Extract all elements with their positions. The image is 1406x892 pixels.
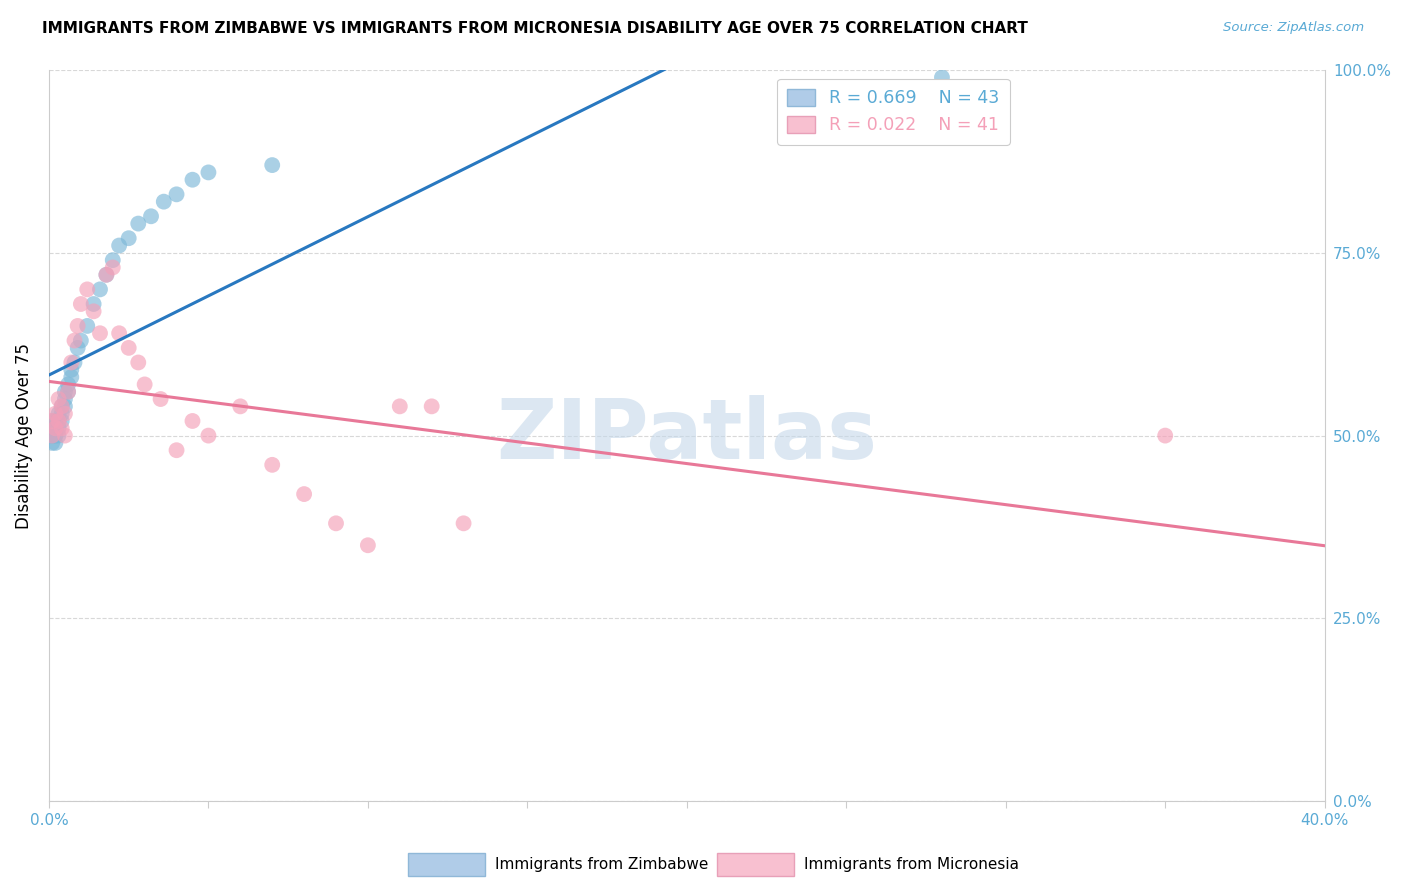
Point <box>51 407 73 421</box>
Point <box>48 414 70 428</box>
Point <box>53 384 76 399</box>
Point <box>931 70 953 85</box>
Point <box>388 400 411 414</box>
Point <box>357 538 380 552</box>
Point <box>127 217 149 231</box>
Point <box>44 407 66 421</box>
Point <box>41 436 63 450</box>
Point <box>76 282 98 296</box>
Point <box>70 297 93 311</box>
Point <box>453 516 475 531</box>
Point <box>44 428 66 442</box>
Point <box>134 377 156 392</box>
Text: ZIPatlas: ZIPatlas <box>496 395 877 476</box>
Point <box>89 282 111 296</box>
Point <box>83 297 105 311</box>
Point <box>51 414 73 428</box>
Legend: R = 0.669    N = 43, R = 0.022    N = 41: R = 0.669 N = 43, R = 0.022 N = 41 <box>778 78 1010 145</box>
Point <box>420 400 443 414</box>
Text: IMMIGRANTS FROM ZIMBABWE VS IMMIGRANTS FROM MICRONESIA DISABILITY AGE OVER 75 CO: IMMIGRANTS FROM ZIMBABWE VS IMMIGRANTS F… <box>42 21 1028 37</box>
Point <box>48 392 70 406</box>
Point <box>60 355 83 369</box>
Point <box>60 370 83 384</box>
Point <box>66 318 89 333</box>
Point <box>292 487 315 501</box>
Point <box>127 355 149 369</box>
Point <box>63 355 86 369</box>
Point <box>96 268 118 282</box>
Point <box>41 428 63 442</box>
Point <box>63 334 86 348</box>
Point <box>96 268 118 282</box>
Point <box>70 334 93 348</box>
Point <box>181 172 204 186</box>
Point <box>48 421 70 435</box>
Point <box>53 428 76 442</box>
Point <box>229 400 252 414</box>
Point <box>41 421 63 435</box>
Point <box>139 209 162 223</box>
Point <box>76 318 98 333</box>
Point <box>101 253 124 268</box>
Point <box>118 341 141 355</box>
Point <box>51 400 73 414</box>
Point <box>60 363 83 377</box>
Point <box>66 341 89 355</box>
Point <box>325 516 347 531</box>
Point <box>197 165 219 179</box>
Text: Source: ZipAtlas.com: Source: ZipAtlas.com <box>1223 21 1364 35</box>
Y-axis label: Disability Age Over 75: Disability Age Over 75 <box>15 343 32 529</box>
Point <box>56 384 79 399</box>
Point <box>149 392 172 406</box>
Point <box>166 187 188 202</box>
Point <box>53 392 76 406</box>
Point <box>181 414 204 428</box>
Point <box>101 260 124 275</box>
Point <box>44 421 66 435</box>
Point <box>48 407 70 421</box>
Point <box>41 421 63 435</box>
Point <box>48 428 70 442</box>
Point <box>44 436 66 450</box>
Point <box>166 443 188 458</box>
Point <box>44 414 66 428</box>
Point <box>197 428 219 442</box>
Point <box>53 407 76 421</box>
Point <box>41 414 63 428</box>
Point <box>108 238 131 252</box>
Point <box>44 421 66 435</box>
Point <box>262 458 284 472</box>
Point <box>56 377 79 392</box>
Point <box>48 414 70 428</box>
Point <box>51 421 73 435</box>
Point <box>41 428 63 442</box>
Point <box>41 428 63 442</box>
Text: Immigrants from Zimbabwe: Immigrants from Zimbabwe <box>495 857 709 871</box>
Point <box>118 231 141 245</box>
Point <box>41 414 63 428</box>
Point <box>152 194 174 209</box>
Point <box>262 158 284 172</box>
Point <box>51 400 73 414</box>
Point <box>44 428 66 442</box>
Point <box>83 304 105 318</box>
Point <box>53 400 76 414</box>
Text: Immigrants from Micronesia: Immigrants from Micronesia <box>804 857 1019 871</box>
Point <box>1154 428 1177 442</box>
Point <box>56 384 79 399</box>
Point <box>89 326 111 341</box>
Point <box>108 326 131 341</box>
